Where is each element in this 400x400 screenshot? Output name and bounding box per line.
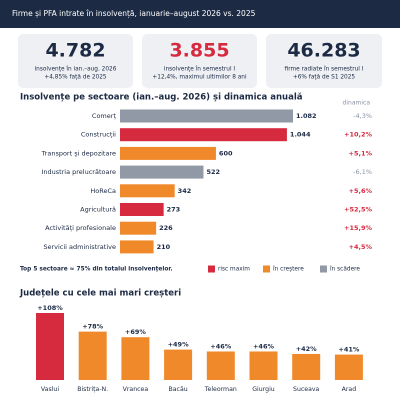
category-label: Vaslui [41, 386, 59, 393]
kpi-line: +6% față de S1 2025 [293, 75, 356, 81]
value-label: 1.044 [290, 131, 311, 139]
bar [334, 354, 363, 380]
bar [164, 349, 193, 380]
bar [120, 184, 175, 198]
kpi-line: +4,85% față de 2025 [44, 75, 107, 81]
category-label: Bacău [169, 386, 188, 393]
kpi-card [266, 34, 382, 88]
value-label: +69% [125, 328, 146, 336]
kpi-card [142, 34, 257, 88]
bar [78, 331, 107, 380]
legend-swatch [320, 265, 327, 273]
legend-label: în scădere [329, 266, 360, 273]
dynamics-label: +5,6% [349, 187, 373, 195]
dynamics-label: +5,1% [349, 149, 373, 157]
value-label: 226 [159, 224, 173, 232]
dynamics-label: +15,9% [344, 224, 372, 232]
dynamics-label: -6,1% [353, 168, 372, 176]
category-label: Transport și depozitare [41, 149, 116, 157]
header-bar [0, 0, 400, 28]
bar [120, 240, 154, 254]
kpi-value: 4.782 [45, 40, 105, 62]
value-label: 1.082 [296, 112, 317, 120]
value-label: 273 [167, 206, 181, 214]
value-label: 342 [178, 187, 192, 195]
category-label: Suceava [293, 386, 320, 393]
kpi-line: insolvențe în ian.–aug. 2026 [35, 66, 117, 73]
bar [36, 313, 64, 380]
value-label: +46% [210, 342, 231, 350]
legend-label: în creștere [272, 266, 304, 273]
kpi-line: insolvențe în semestrul I [164, 66, 236, 73]
category-label: Activități profesionale [45, 224, 116, 233]
column-header: dinamica [343, 100, 371, 107]
category-label: HoReCa [90, 187, 116, 195]
value-label: 210 [157, 243, 171, 251]
value-label: +108% [37, 304, 63, 312]
dynamics-label: +10,2% [344, 131, 372, 139]
legend-swatch [263, 265, 270, 273]
bar [120, 146, 216, 160]
category-label: Servicii administrative [43, 243, 116, 251]
value-label: +42% [296, 345, 317, 353]
kpi-line: +12,4%, maximul ultimilor 8 ani [152, 75, 247, 81]
category-label: Teleorman [204, 386, 237, 393]
value-label: +49% [168, 341, 189, 349]
bar [120, 221, 157, 235]
bar [206, 351, 235, 380]
bar [249, 351, 278, 380]
category-label: Agricultură [80, 206, 116, 214]
note: Top 5 sectoare ≈ 75% din totalul insolve… [20, 267, 173, 273]
kpi-card [18, 34, 133, 88]
value-label: +41% [338, 346, 359, 354]
kpi-value: 3.855 [169, 40, 229, 62]
dynamics-label: -4,3% [353, 112, 372, 120]
legend-swatch [208, 265, 215, 273]
category-label: Construcții [81, 131, 116, 140]
bar [120, 203, 164, 216]
value-label: 600 [219, 149, 233, 157]
category-label: Industria prelucrătoare [41, 168, 116, 176]
category-label: Giurgiu [252, 386, 275, 393]
legend-label: risc maxim [218, 267, 250, 273]
bar [120, 165, 204, 179]
bar [292, 353, 321, 380]
value-label: +46% [253, 342, 274, 350]
category-label: Bistrița-N. [77, 386, 108, 394]
chart-title: Insolvențe pe sectoare (ian.–aug. 2026) … [20, 93, 303, 103]
header-title: Firme și PFA intrate în insolvență, ianu… [12, 9, 256, 19]
dynamics-label: +52,5% [344, 206, 372, 214]
bar [120, 128, 287, 142]
category-label: Arad [342, 386, 357, 393]
category-label: Comerț [92, 112, 117, 121]
bar [121, 337, 150, 380]
kpi-line: firme radiate în semestrul I [285, 66, 364, 73]
bar [120, 109, 293, 123]
value-label: 522 [206, 168, 220, 176]
value-label: +78% [82, 323, 103, 331]
dynamics-label: +4,5% [349, 243, 373, 251]
kpi-value: 46.283 [287, 40, 360, 62]
category-label: Vrancea [123, 386, 149, 393]
chart-title: Județele cu cele mai mari creșteri [19, 289, 181, 299]
